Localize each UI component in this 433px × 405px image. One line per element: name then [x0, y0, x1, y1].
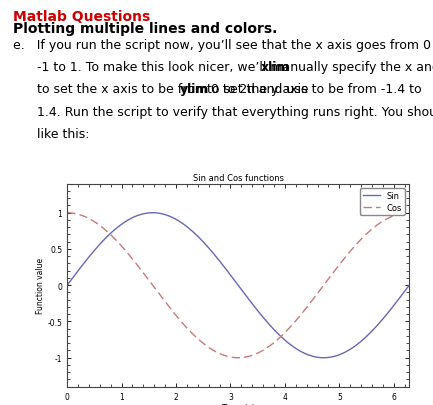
Sin	[65, 283, 70, 288]
Legend: Sin, Cos: Sin, Cos	[360, 188, 405, 215]
Line: Cos: Cos	[67, 213, 409, 358]
Sin	[269, 324, 274, 329]
Cos	[346, 252, 351, 256]
Cos	[399, 211, 404, 216]
Text: 1.4. Run the script to verify that everything runs right. You should see somethi: 1.4. Run the script to verify that every…	[13, 105, 433, 118]
Text: Matlab Questions: Matlab Questions	[13, 10, 150, 24]
Text: e.   If you run the script now, you’ll see that the x axis goes from 0 to 7 and : e. If you run the script now, you’ll see…	[13, 38, 433, 51]
Text: xlim: xlim	[261, 61, 291, 74]
Text: to set the x axis to be from 0 to 2π and use: to set the x axis to be from 0 to 2π and…	[13, 83, 313, 96]
Text: like this:: like this:	[13, 128, 90, 141]
Cos	[65, 211, 70, 215]
Cos	[229, 355, 234, 360]
Sin	[150, 211, 155, 215]
Sin	[250, 303, 255, 307]
Text: Plotting multiple lines and colors.: Plotting multiple lines and colors.	[13, 22, 278, 36]
Sin	[400, 292, 405, 297]
Text: ylim: ylim	[180, 83, 209, 96]
X-axis label: Time (s): Time (s)	[221, 403, 255, 405]
Cos	[227, 354, 232, 359]
Cos	[407, 211, 412, 215]
Sin	[321, 356, 326, 360]
Sin	[346, 348, 352, 353]
Text: to set the y axis to be from -1.4 to: to set the y axis to be from -1.4 to	[203, 83, 421, 96]
Sin	[228, 273, 233, 277]
Cos	[269, 342, 274, 347]
Text: -1 to 1. To make this look nicer, we’ll manually specify the x and y limits. Use: -1 to 1. To make this look nicer, we’ll …	[13, 61, 433, 74]
Title: Sin and Cos functions: Sin and Cos functions	[193, 173, 284, 182]
Sin	[230, 275, 235, 280]
Y-axis label: Function value: Function value	[36, 258, 45, 313]
Cos	[250, 353, 255, 358]
Line: Sin: Sin	[67, 213, 409, 358]
Cos	[235, 356, 240, 360]
Sin	[407, 283, 412, 288]
